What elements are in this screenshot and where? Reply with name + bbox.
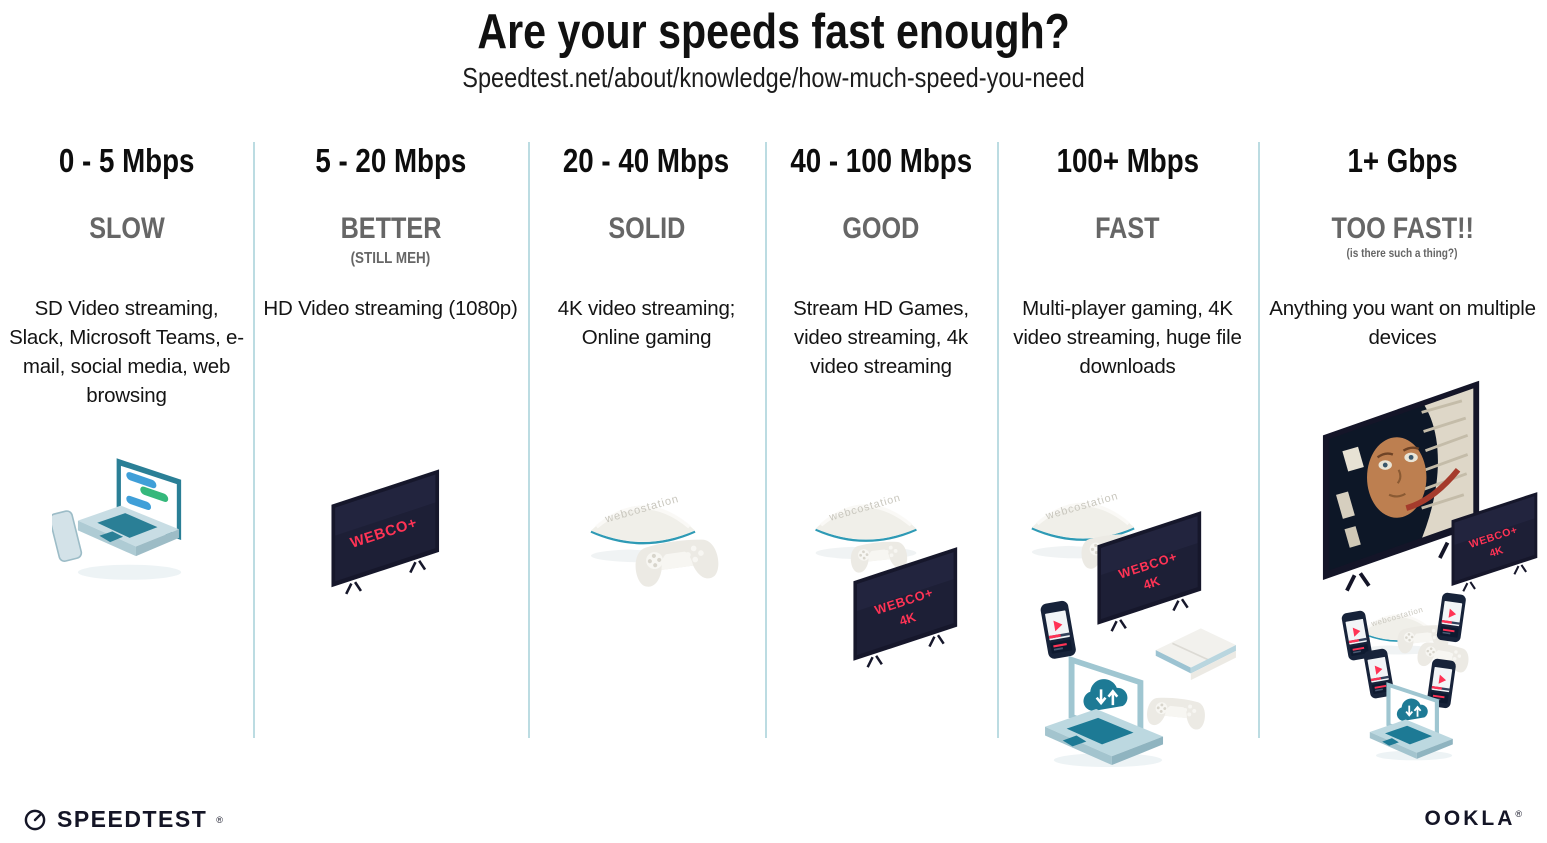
speed-range: 100+ Mbps — [1056, 142, 1199, 179]
laptop-cloud-illustration — [1360, 678, 1464, 761]
use-case-description: SD Video streaming, Slack, Microsoft Tea… — [9, 297, 244, 407]
speed-column-fast: 100+ Mbps FAST Multi-player gaming, 4K v… — [997, 142, 1260, 738]
4k-tv-illustration — [1448, 486, 1542, 598]
speedtest-logo-text: SPEEDTEST — [57, 806, 208, 832]
header: Are your speeds fast enough? Speedtest.n… — [0, 5, 1547, 94]
speedtest-trademark: ® — [216, 814, 225, 825]
rating-subnote: (STILL MEH) — [350, 250, 431, 267]
laptop-chat-illustration — [52, 454, 192, 583]
ookla-logo: OOKLA® — [1425, 807, 1525, 831]
speed-range: 0 - 5 Mbps — [58, 142, 195, 179]
4k-tv-illustration — [1093, 504, 1207, 639]
rating-label: FAST — [1095, 212, 1160, 245]
speedtest-gauge-icon — [24, 809, 46, 830]
4k-tv-illustration — [849, 540, 963, 675]
use-case-description: Stream HD Games, video streaming, 4k vid… — [793, 297, 969, 378]
rating-label: TOO FAST!! — [1331, 212, 1474, 245]
rating-label: SLOW — [88, 212, 165, 245]
game-controller-illustration — [626, 526, 728, 604]
use-case-description: Multi-player gaming, 4K video streaming,… — [1013, 297, 1242, 378]
speed-column-good: 40 - 100 Mbps GOOD Stream HD Games, vide… — [765, 142, 999, 738]
use-case-description: 4K video streaming; Online gaming — [557, 297, 736, 349]
ookla-trademark: ® — [1515, 809, 1525, 819]
speed-column-solid: 20 - 40 Mbps SOLID 4K video streaming; O… — [528, 142, 767, 738]
slim-console-illustration — [1149, 620, 1241, 691]
ookla-logo-text: OOKLA — [1424, 807, 1516, 830]
page-subtitle: Speedtest.net/about/knowledge/how-much-s… — [462, 61, 1085, 93]
speedtest-logo: SPEEDTEST ® — [22, 806, 224, 833]
use-case-description: Anything you want on multiple devices — [1269, 297, 1536, 349]
speed-column-better: 5 - 20 Mbps BETTER (STILL MEH) HD Video … — [253, 142, 530, 738]
speed-range: 40 - 100 Mbps — [790, 142, 972, 179]
speed-range: 1+ Gbps — [1347, 142, 1458, 179]
speed-column-too-fast: 1+ Gbps TOO FAST!! (is there such a thin… — [1258, 142, 1547, 738]
tv-illustration — [327, 462, 445, 602]
game-controller-illustration — [1141, 689, 1211, 742]
speed-column-slow: 0 - 5 Mbps SLOW SD Video streaming, Slac… — [0, 142, 255, 738]
rating-label: GOOD — [842, 212, 920, 245]
rating-label: SOLID — [607, 212, 685, 245]
rating-label: BETTER — [340, 212, 441, 245]
speed-range: 5 - 20 Mbps — [315, 142, 466, 179]
page-title: Are your speeds fast enough? — [477, 5, 1070, 59]
use-case-description: HD Video streaming (1080p) — [263, 297, 518, 320]
speed-range: 20 - 40 Mbps — [563, 142, 730, 179]
rating-subnote: (is there such a thing?) — [1347, 246, 1458, 260]
smartphone-video-illustration — [1432, 590, 1470, 648]
